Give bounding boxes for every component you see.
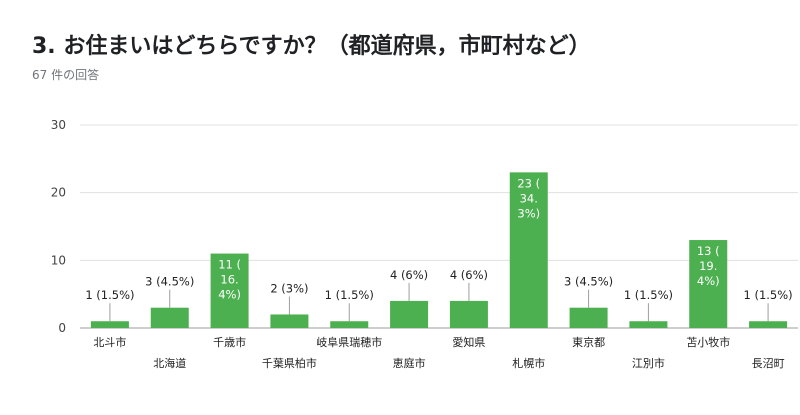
data-label: 2 (3%) — [270, 281, 308, 295]
data-label: 4 (6%) — [390, 268, 428, 282]
data-label: 13 ( — [697, 244, 720, 258]
data-label: 1 (1.5%) — [743, 288, 792, 302]
bars — [90, 172, 788, 328]
gridlines — [80, 124, 798, 329]
x-tick-label: 江別市 — [632, 356, 665, 370]
bar[interactable] — [90, 321, 129, 328]
x-tick-label: 北海道 — [153, 356, 186, 370]
x-tick-label: 愛知県 — [452, 335, 485, 349]
x-tick-label: 北斗市 — [93, 335, 126, 349]
x-tick-label: 札幌市 — [512, 356, 545, 370]
x-tick-label: 恵庭市 — [393, 356, 426, 370]
data-label: 1 (1.5%) — [624, 288, 673, 302]
data-label: 3 (4.5%) — [564, 275, 613, 289]
data-labels: 1 (1.5%)3 (4.5%)11 (16.4%) 2 (3%) 1 (1.5%)… — [85, 176, 793, 322]
x-tick-label: 東京都 — [572, 335, 605, 349]
data-label: 4%) — [697, 274, 720, 288]
x-tick-label: 千葉県柏市 — [262, 356, 317, 370]
bar[interactable] — [749, 321, 788, 328]
y-tick-label: 20 — [51, 186, 66, 200]
bar[interactable] — [390, 300, 429, 328]
question-title: 3. お住まいはどちらですか？（都道府県，市町村など） — [32, 34, 591, 59]
x-tick-label: 岐阜県瑞穂市 — [316, 335, 382, 349]
data-label: 34. — [520, 191, 538, 205]
bar[interactable] — [270, 314, 309, 328]
bar[interactable] — [330, 321, 369, 328]
x-tick-label: 長沼町 — [752, 356, 785, 370]
y-tick-label: 10 — [51, 253, 66, 267]
y-axis: 0 10 20 30 — [51, 118, 66, 335]
bar[interactable] — [689, 240, 728, 328]
data-label: 23 ( — [517, 176, 540, 190]
data-label: 3%) — [517, 206, 540, 220]
bar[interactable] — [509, 172, 548, 328]
y-tick-label: 30 — [51, 118, 66, 132]
data-label: 3 (4.5%) — [145, 275, 194, 289]
data-label: 4 (6%) — [450, 268, 488, 282]
data-label: 1 (1.5%) — [325, 288, 374, 302]
data-label: 11 ( — [218, 258, 241, 272]
bar[interactable] — [150, 307, 189, 328]
data-label: 16. — [220, 273, 238, 287]
x-tick-label: 苫小牧市 — [686, 335, 730, 349]
response-count: 67 件の回答 — [32, 68, 100, 82]
data-label: 19. — [699, 259, 717, 273]
bar[interactable] — [629, 321, 668, 328]
data-label: 1 (1.5%) — [85, 288, 134, 302]
data-label: 4%) — [218, 288, 241, 302]
bar[interactable] — [569, 307, 608, 328]
bar[interactable] — [449, 300, 488, 328]
x-tick-label: 千歳市 — [213, 335, 246, 349]
bar[interactable] — [210, 253, 249, 328]
y-tick-label: 0 — [58, 321, 66, 335]
